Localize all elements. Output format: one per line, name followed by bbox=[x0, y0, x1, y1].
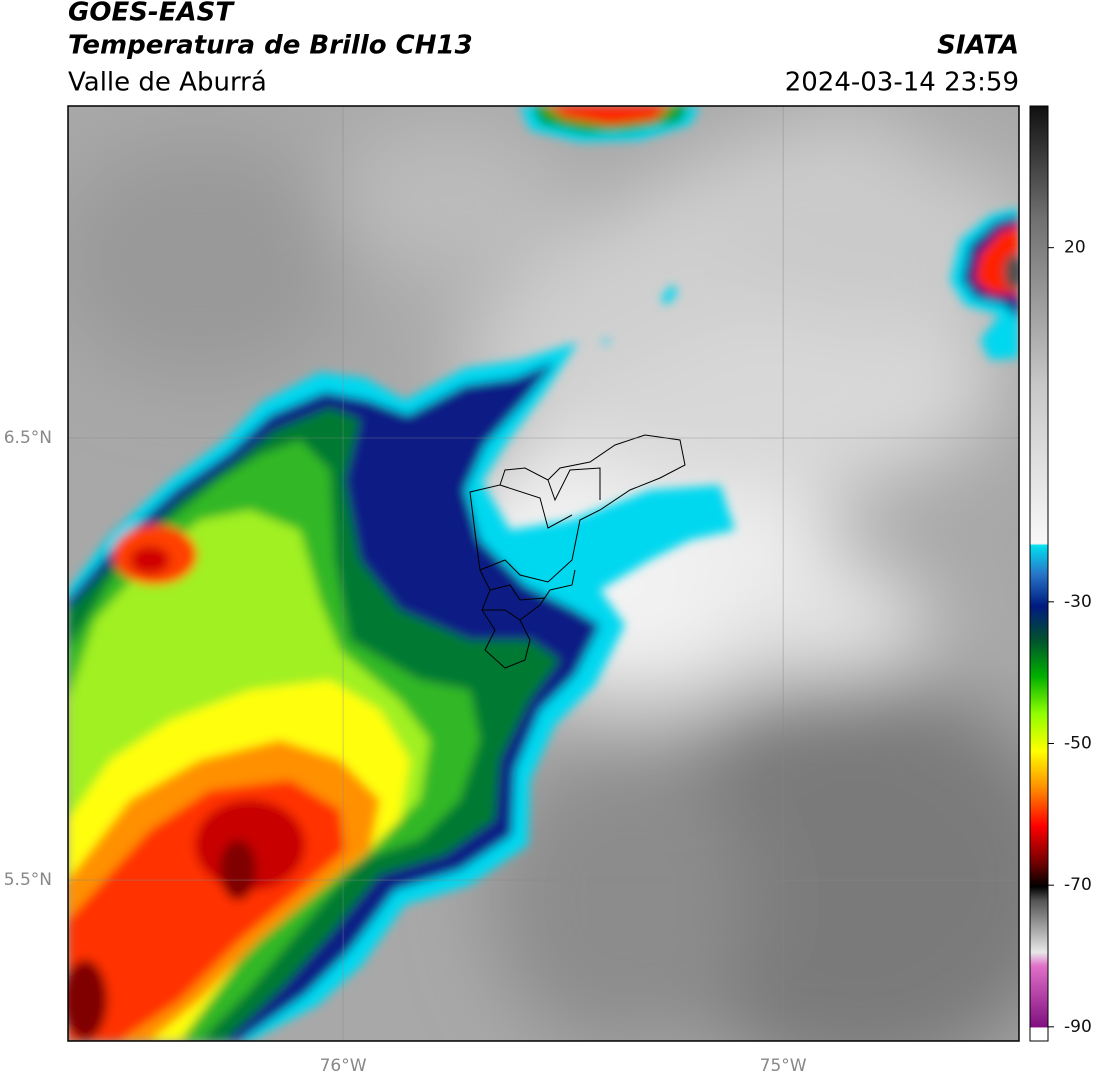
colorbar-tick-label: -30 bbox=[1064, 592, 1092, 612]
y-tick-label: 6.5°N bbox=[4, 428, 52, 448]
municipal-boundaries bbox=[469, 434, 686, 669]
title: GOES-EAST bbox=[68, 0, 235, 28]
source: SIATA bbox=[937, 31, 1019, 61]
x-tick-label: 75°W bbox=[760, 1056, 807, 1076]
graticule bbox=[68, 106, 1019, 1041]
timestamp: 2024-03-14 23:59 bbox=[785, 68, 1019, 98]
colorbar-tick-label: 20 bbox=[1064, 238, 1086, 258]
map-imagery bbox=[68, 106, 1019, 1041]
region: Valle de Aburrá bbox=[68, 68, 267, 98]
colorbar bbox=[1029, 105, 1049, 1042]
colorbar-tick-label: -90 bbox=[1064, 1017, 1092, 1037]
map-frame bbox=[67, 105, 1020, 1042]
subtitle: Temperatura de Brillo CH13 bbox=[68, 31, 473, 61]
colorbar-tick-label: -50 bbox=[1064, 734, 1092, 754]
x-tick-label: 76°W bbox=[320, 1056, 367, 1076]
colorbar-tick-label: -70 bbox=[1064, 875, 1092, 895]
y-tick-label: 5.5°N bbox=[4, 870, 52, 890]
